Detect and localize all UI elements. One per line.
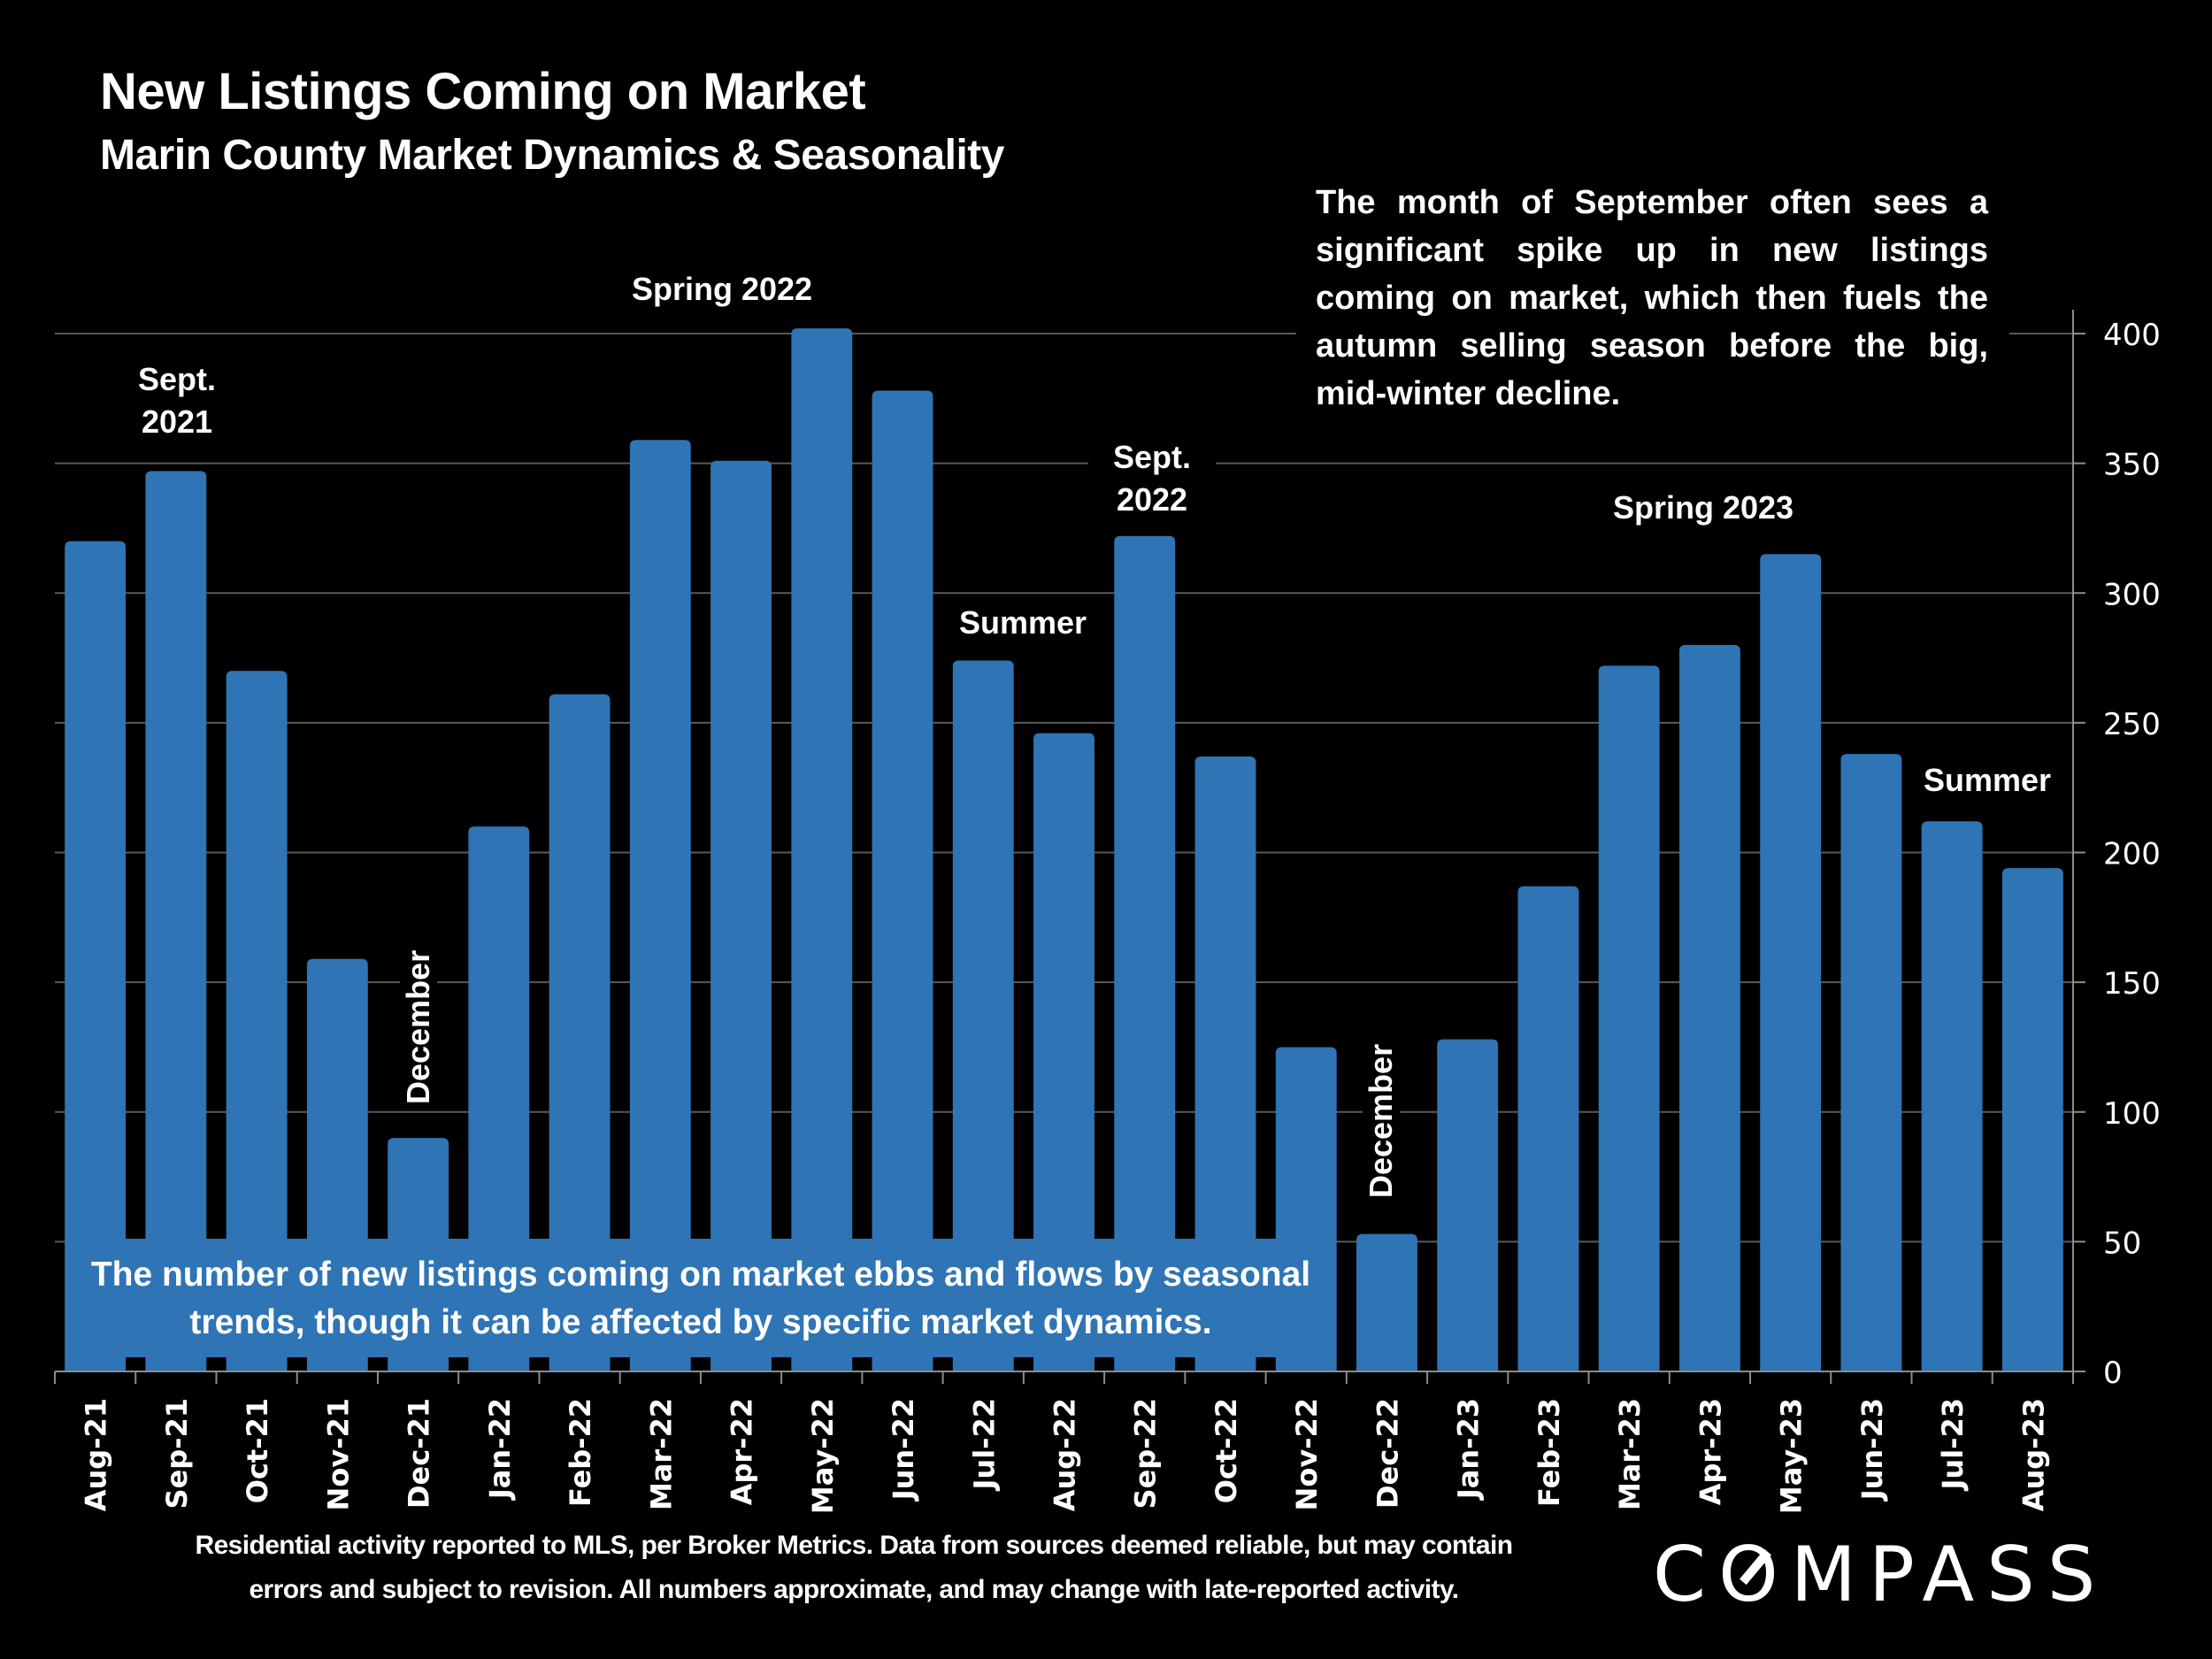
annotation-sept-2022-line1: Sept. [1113, 439, 1192, 475]
bar-aug-23 [2001, 868, 2063, 1371]
annotation-sept-2021-line1: Sept. [138, 361, 217, 397]
x-tick-label: Dec-21 [403, 1398, 436, 1509]
bar-aug-21 [65, 541, 127, 1371]
bar-jul-22 [952, 660, 1014, 1371]
x-tick-label: Aug-23 [2016, 1398, 2050, 1511]
y-tick-label: 100 [2103, 1096, 2161, 1132]
y-tick-label: 350 [2103, 448, 2161, 483]
x-tick-label: Jun-23 [1855, 1398, 1889, 1502]
bar-aug-22 [1033, 733, 1094, 1371]
annotation-summer-2022: Summer [954, 602, 1093, 644]
footer-line-2: errors and subject to revision. All numb… [249, 1575, 1459, 1604]
logo-o-icon: O [1718, 1531, 1791, 1619]
x-tick-label: Apr-22 [726, 1398, 759, 1505]
bar-jul-23 [1921, 821, 1983, 1371]
y-tick-label: 250 [2103, 707, 2161, 742]
x-tick-label: Sep-21 [160, 1398, 194, 1509]
annotation-sept-2021: Sept. 2021 [133, 358, 222, 443]
x-tick-label: Jan-22 [483, 1398, 517, 1501]
annotation-sept-2022-line2: 2022 [1116, 481, 1188, 518]
x-tick-label: Apr-23 [1694, 1398, 1727, 1505]
x-tick-labels: Aug-21 Sep-21 Oct-21 Nov-21 Dec-21 Jan-22 Feb-… [80, 1398, 2051, 1514]
x-tick-label: Aug-21 [80, 1398, 113, 1511]
summary-text-box: The number of new listings coming on mar… [65, 1239, 1336, 1357]
logo-letter-c: C [1653, 1531, 1719, 1619]
annotation-december-2022: December [1363, 1040, 1400, 1202]
axes [54, 310, 2085, 1384]
annotation-spring-2022: Spring 2022 [626, 268, 818, 311]
bar-apr-23 [1678, 644, 1740, 1371]
x-tick-label: May-23 [1775, 1398, 1809, 1514]
bar-jan-22 [468, 826, 530, 1371]
bar-dec-22 [1356, 1233, 1417, 1371]
x-tick-label: Dec-22 [1371, 1398, 1404, 1509]
annotation-december-2021: December [400, 946, 437, 1108]
bar-apr-22 [710, 460, 772, 1371]
x-tick-label: Jul-22 [967, 1398, 1001, 1491]
bar-jan-23 [1437, 1039, 1499, 1371]
x-tick-label: Nov-22 [1290, 1398, 1324, 1510]
bar-mar-22 [629, 440, 691, 1371]
bar-jun-22 [872, 390, 933, 1371]
bar-may-22 [791, 328, 853, 1371]
annotation-spring-2023: Spring 2023 [1608, 487, 1800, 529]
compass-logo: COMPASS [1653, 1531, 2108, 1619]
footer-disclaimer: Residential activity reported to MLS, pe… [124, 1524, 1584, 1612]
y-tick-label: 300 [2103, 577, 2161, 612]
bars [65, 328, 2063, 1371]
x-tick-label: Jul-23 [1936, 1398, 1970, 1491]
x-tick-label: Feb-23 [1532, 1398, 1566, 1507]
bar-mar-23 [1598, 665, 1660, 1371]
annotation-sept-2021-line2: 2021 [141, 403, 213, 440]
bar-sep-22 [1114, 535, 1176, 1371]
y-tick-label: 150 [2103, 966, 2161, 1002]
y-tick-label: 50 [2103, 1225, 2141, 1261]
x-tick-label: Nov-21 [321, 1398, 355, 1510]
bar-feb-22 [549, 694, 611, 1371]
annotation-summer-2023: Summer [1918, 759, 2057, 802]
september-callout-text: The month of September often sees a sign… [1296, 173, 2009, 426]
logo-letters-mpass: MPASS [1790, 1531, 2108, 1619]
x-tick-label: Jan-23 [1452, 1398, 1486, 1501]
footer-line-1: Residential activity reported to MLS, pe… [195, 1531, 1514, 1560]
bar-oct-21 [226, 671, 288, 1371]
bar-feb-23 [1517, 886, 1579, 1371]
bar-sep-21 [145, 471, 207, 1371]
y-tick-label: 400 [2103, 318, 2161, 353]
y-tick-label: 0 [2103, 1356, 2123, 1391]
bar-jun-23 [1840, 754, 1902, 1371]
x-tick-label: Oct-22 [1210, 1398, 1243, 1503]
x-tick-label: Jun-22 [887, 1398, 920, 1502]
x-tick-label: Oct-21 [241, 1398, 274, 1503]
chart-title: New Listings Coming on Market [100, 63, 866, 120]
y-tick-label: 200 [2103, 837, 2161, 872]
x-tick-label: Feb-22 [564, 1398, 597, 1507]
x-tick-label: Sep-22 [1129, 1398, 1163, 1509]
bar-may-23 [1760, 554, 1822, 1371]
x-tick-label: Mar-23 [1613, 1398, 1647, 1510]
x-tick-label: May-22 [806, 1398, 840, 1514]
x-tick-label: Aug-22 [1048, 1398, 1082, 1511]
x-tick-label: Mar-22 [644, 1398, 678, 1510]
annotation-sept-2022: Sept. 2022 [1088, 436, 1217, 521]
bar-oct-22 [1194, 756, 1256, 1371]
chart-subtitle: Marin County Market Dynamics & Seasonali… [100, 132, 1004, 179]
y-tick-labels: 0 50 100 150 200 250 300 350 400 [2103, 318, 2161, 1391]
